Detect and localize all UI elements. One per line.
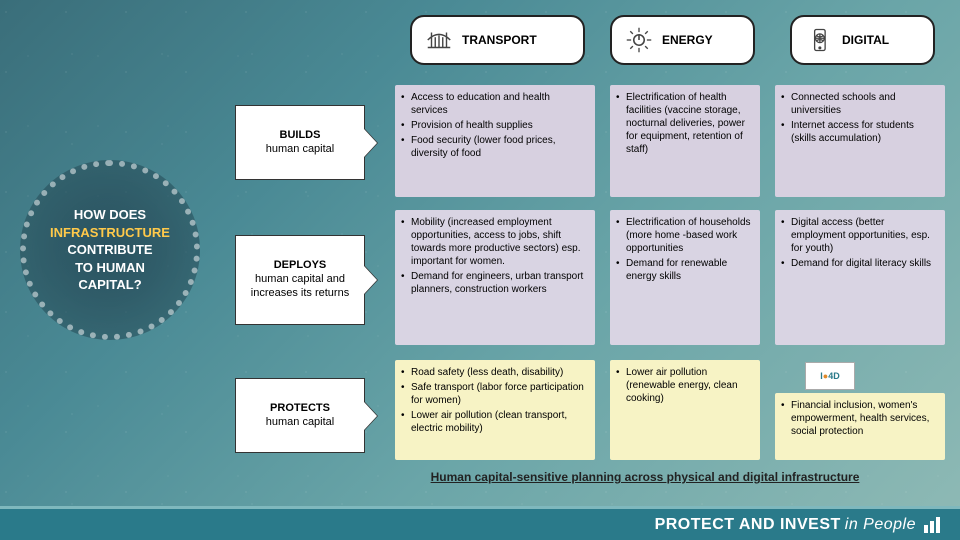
header-label: ENERGY	[662, 33, 713, 47]
row-label-deploys: DEPLOYS human capital and increases its …	[235, 235, 365, 325]
bullet-item: Connected schools and universities	[781, 91, 937, 117]
cell-protects-digital: Financial inclusion, women's empowerment…	[775, 393, 945, 460]
row-label-line: BUILDS	[266, 129, 335, 143]
header-transport: TRANSPORT	[410, 15, 585, 65]
bullet-item: Electrification of health facilities (va…	[616, 91, 752, 156]
question-text: HOW DOES INFRASTRUCTURE CONTRIBUTE TO HU…	[50, 206, 170, 294]
q-line: CAPITAL?	[50, 276, 170, 294]
bullet-item: Access to education and health services	[401, 91, 587, 117]
row-label-line: human capital	[266, 143, 335, 157]
bridge-icon	[424, 25, 454, 55]
bullet-item: Demand for engineers, urban transport pl…	[401, 270, 587, 296]
header-label: DIGITAL	[842, 33, 889, 47]
cell-builds-digital: Connected schools and universitiesIntern…	[775, 85, 945, 197]
summary-line: Human capital-sensitive planning across …	[350, 470, 940, 484]
cell-deploys-transport: Mobility (increased employment opportuni…	[395, 210, 595, 345]
bullet-item: Financial inclusion, women's empowerment…	[781, 399, 937, 438]
bullet-item: Lower air pollution (clean transport, el…	[401, 409, 587, 435]
power-icon	[624, 25, 654, 55]
row-label-line: human capital	[266, 416, 335, 430]
bullet-item: Lower air pollution (renewable energy, c…	[616, 366, 752, 405]
row-label-builds: BUILDS human capital	[235, 105, 365, 180]
row-label-protects: PROTECTS human capital	[235, 378, 365, 453]
header-energy: ENERGY	[610, 15, 755, 65]
cell-protects-energy: Lower air pollution (renewable energy, c…	[610, 360, 760, 460]
bullet-item: Food security (lower food prices, divers…	[401, 134, 587, 160]
bullet-item: Mobility (increased employment opportuni…	[401, 216, 587, 268]
q-line-infra: INFRASTRUCTURE	[50, 224, 170, 242]
row-label-line: PROTECTS	[266, 402, 335, 416]
q-line: TO HUMAN	[50, 259, 170, 277]
footer-rest: in People	[845, 516, 916, 534]
bullet-item: Internet access for students (skills acc…	[781, 119, 937, 145]
cell-protects-transport: Road safety (less death, disability) Safe…	[395, 360, 595, 460]
cell-builds-transport: Access to education and health services P…	[395, 85, 595, 197]
header-label: TRANSPORT	[462, 33, 537, 47]
bullet-item: Digital access (better employment opport…	[781, 216, 937, 255]
cell-deploys-digital: Digital access (better employment opport…	[775, 210, 945, 345]
bullet-item: Safe transport (labor force participatio…	[401, 381, 587, 407]
q-line: HOW DOES	[50, 206, 170, 224]
bullet-item: Demand for renewable energy skills	[616, 257, 752, 283]
cell-deploys-energy: Electrification of households (more home…	[610, 210, 760, 345]
bullet-item: Demand for digital literacy skills	[781, 257, 937, 270]
bullet-item: Electrification of households (more home…	[616, 216, 752, 255]
row-label-line: human capital and increases its returns	[236, 273, 364, 301]
cell-builds-energy: Electrification of health facilities (va…	[610, 85, 760, 197]
footer-bar: PROTECT AND INVEST in People	[0, 506, 960, 540]
footer-strong: PROTECT AND INVEST	[655, 516, 841, 534]
q-line: CONTRIBUTE	[50, 241, 170, 259]
header-digital: DIGITAL	[790, 15, 935, 65]
bullet-item: Road safety (less death, disability)	[401, 366, 587, 379]
question-circle: HOW DOES INFRASTRUCTURE CONTRIBUTE TO HU…	[20, 160, 200, 340]
globe-phone-icon	[804, 25, 834, 55]
bars-icon	[924, 517, 940, 533]
io4d-logo: I●4D	[805, 362, 855, 390]
row-label-line: DEPLOYS	[236, 259, 364, 273]
bullet-item: Provision of health supplies	[401, 119, 587, 132]
